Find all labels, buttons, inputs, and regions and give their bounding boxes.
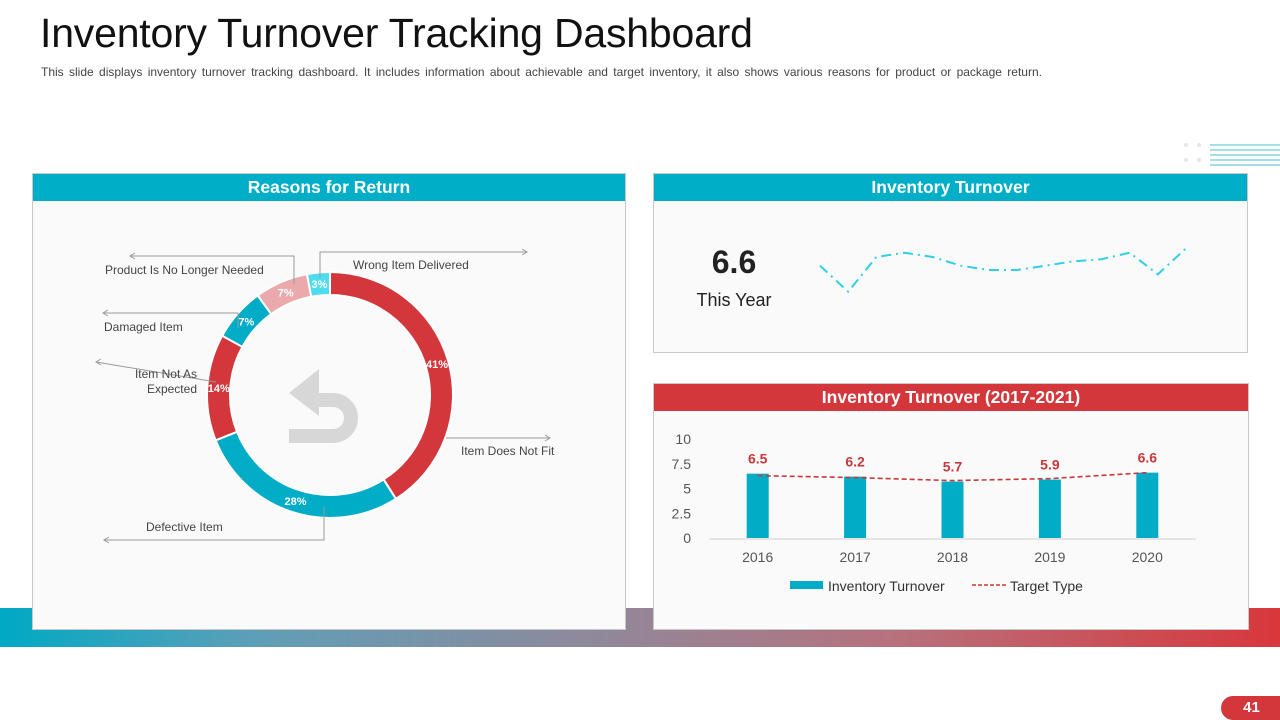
bar-data-label: 6.5 (748, 451, 768, 467)
callout-arrow-icon (103, 536, 110, 544)
turnover-bar-chart: 0 2.5 5 7.5 10 6.5 2016 6.2 2017 5.7 2018 5.9 2019 6.… (672, 431, 1196, 594)
bar-data-label: 6.6 (1138, 450, 1158, 466)
chart-legend: Inventory Turnover Target Type (790, 578, 1083, 594)
x-tick-label: 2019 (1034, 549, 1065, 565)
donut-slice (305, 270, 331, 298)
callout-label: Item Not As Expected (135, 367, 197, 396)
page-title: Inventory Turnover Tracking Dashboard (40, 10, 753, 56)
bar-data-label: 6.2 (845, 454, 865, 470)
callout-line (95, 361, 217, 383)
inventory-turnover-panel: Inventory Turnover 6.6 This Year (653, 173, 1248, 353)
callout-label: Wrong Item Delivered (353, 258, 469, 272)
callout-label: Item Does Not Fit (461, 444, 555, 458)
bar-data-label: 5.9 (1040, 457, 1060, 473)
donut-slice-label: 41% (426, 359, 448, 371)
sparkline-series (819, 247, 1187, 294)
donut-slice (329, 270, 454, 501)
y-tick-label: 2.5 (672, 505, 692, 521)
x-tick-label: 2020 (1132, 549, 1163, 565)
turnover-panel-header: Inventory Turnover (654, 174, 1247, 201)
reasons-for-return-panel: Reasons for Return 41% 28% 14% 7% 7% 3% Item … (32, 173, 626, 630)
target-line-series (757, 471, 1148, 482)
reasons-donut-chart: 41% 28% 14% 7% 7% 3% Item Does Not Fit Defecti… (95, 248, 555, 544)
donut-slice-label: 14% (208, 383, 230, 395)
donut-slice-label: 7% (238, 316, 254, 328)
reasons-panel-header: Reasons for Return (33, 174, 625, 201)
donut-slice-label: 7% (278, 288, 294, 300)
turnover-history-panel: Inventory Turnover (2017-2021) 0 2.5 5 7.5 1… (653, 383, 1249, 630)
y-tick-label: 7.5 (672, 456, 692, 472)
legend-label: Target Type (1010, 578, 1083, 594)
callout-line (319, 251, 527, 278)
y-tick-label: 5 (683, 481, 691, 497)
donut-slice-label: 3% (312, 279, 328, 291)
return-arrow-icon (289, 369, 358, 443)
x-tick-label: 2017 (840, 549, 871, 565)
bar-2020 (1136, 472, 1159, 538)
callout-label: Product Is No Longer Needed (105, 263, 264, 277)
bar-2018 (941, 481, 964, 538)
turnover-value: 6.6 (711, 244, 757, 280)
y-tick-label: 0 (683, 530, 691, 546)
callout-arrow-icon (95, 358, 102, 366)
page-number: 41 (1221, 696, 1280, 720)
x-tick-label: 2018 (937, 549, 968, 565)
donut-slice-label: 28% (285, 496, 307, 508)
turnover-sparkline (819, 247, 1187, 294)
callout-arrow-icon (102, 309, 109, 317)
callout-arrow-icon (544, 434, 551, 442)
legend-swatch-bar (790, 581, 823, 589)
x-tick-label: 2016 (742, 549, 773, 565)
bar-2016 (746, 473, 769, 538)
bar-data-label: 5.7 (943, 459, 963, 475)
page-subtitle: This slide displays inventory turnover t… (41, 65, 1042, 79)
callout-line (130, 255, 295, 284)
bar-2017 (844, 476, 867, 538)
callout-line (103, 312, 239, 328)
legend-label: Inventory Turnover (828, 578, 945, 594)
bar-2019 (1038, 479, 1061, 538)
y-tick-label: 10 (675, 431, 691, 447)
callout-label: Defective Item (146, 520, 223, 534)
callout-arrow-icon (129, 252, 136, 260)
callout-line (104, 507, 325, 541)
decorative-lines-icon (1184, 143, 1280, 166)
history-panel-header: Inventory Turnover (2017-2021) (654, 384, 1248, 411)
turnover-label: This Year (696, 290, 772, 310)
callout-arrow-icon (521, 248, 528, 256)
callout-label: Damaged Item (104, 320, 183, 334)
